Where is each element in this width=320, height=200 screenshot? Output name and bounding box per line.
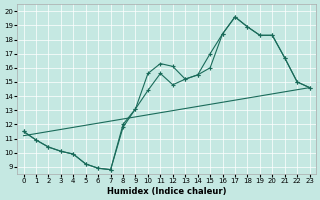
X-axis label: Humidex (Indice chaleur): Humidex (Indice chaleur) <box>107 187 226 196</box>
